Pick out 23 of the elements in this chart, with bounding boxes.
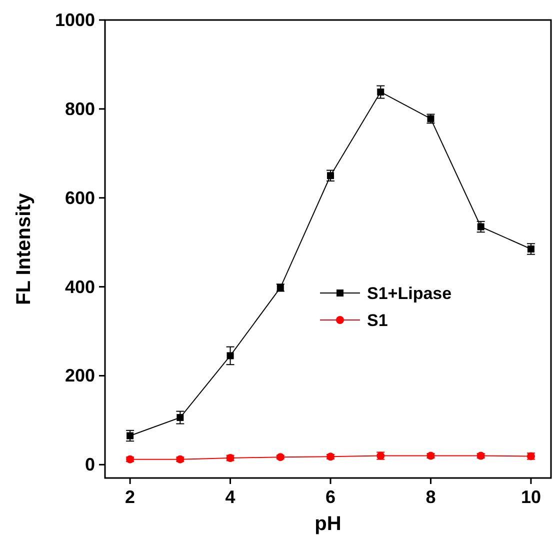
point xyxy=(377,88,384,96)
point xyxy=(126,432,134,440)
x-tick-label: 4 xyxy=(225,487,236,507)
x-tick-label: 2 xyxy=(125,487,136,507)
y-tick-label: 0 xyxy=(84,454,95,475)
point xyxy=(477,223,484,230)
y-tick-label: 600 xyxy=(64,188,95,208)
legend-label: S1+Lipase xyxy=(367,284,452,303)
y-tick-label: 400 xyxy=(64,276,95,297)
point xyxy=(276,453,284,462)
y-axis-title: FL Intensity xyxy=(13,192,35,305)
y-tick-label: 800 xyxy=(64,98,95,119)
point xyxy=(226,352,234,360)
x-tick-label: 6 xyxy=(326,487,336,507)
point xyxy=(327,172,334,180)
y-tick-label: 200 xyxy=(64,366,95,386)
point xyxy=(176,414,184,422)
x-tick-label: 8 xyxy=(426,487,436,507)
legend-label: S1 xyxy=(367,311,388,330)
point xyxy=(527,246,534,252)
y-tick-label: 1000 xyxy=(54,10,95,30)
x-tick-label: 10 xyxy=(520,487,541,507)
x-axis-title: pH xyxy=(314,513,342,535)
